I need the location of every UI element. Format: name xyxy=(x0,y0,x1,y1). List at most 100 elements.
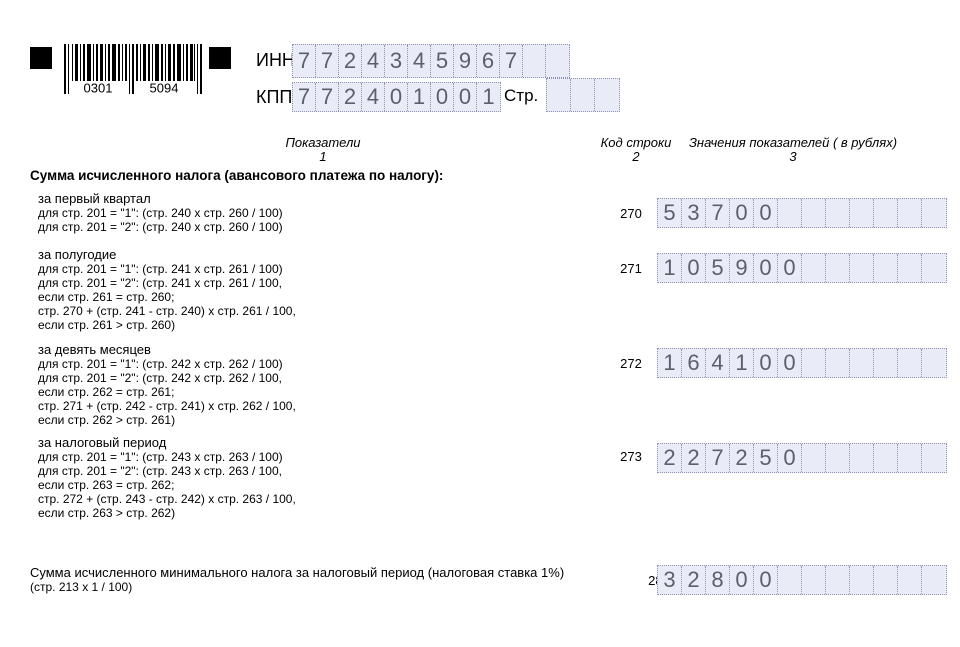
tax-row-taxperiod: за налоговый период для стр. 201 = "1": … xyxy=(38,435,296,521)
field-cell xyxy=(850,254,874,282)
field-cell: 6 xyxy=(477,45,500,77)
row-formula: для стр. 201 = "2": (стр. 242 х стр. 262… xyxy=(38,371,282,385)
field-cell: 7 xyxy=(706,444,730,472)
barcode-digits-right: 5094 xyxy=(150,81,179,95)
row-formula: если стр. 263 = стр. 262; xyxy=(38,478,175,492)
barcode-digits-left: 0301 xyxy=(84,81,113,95)
field-cell: 5 xyxy=(431,45,454,77)
field-cell xyxy=(826,444,850,472)
field-cell: 8 xyxy=(706,566,730,594)
row-formula: для стр. 201 = "1": (стр. 243 х стр. 263… xyxy=(38,450,283,464)
form-barcode: 0301 5094 xyxy=(64,44,202,99)
tax-row-q1: за первый квартал для стр. 201 = "1": (с… xyxy=(38,191,283,235)
field-cell xyxy=(802,444,826,472)
row-formula: стр. 271 + (стр. 242 - стр. 241) х стр. … xyxy=(38,399,296,413)
row-formula: если стр. 262 > стр. 261) xyxy=(38,413,176,427)
row-title: за полугодие xyxy=(38,247,117,262)
row-formula: если стр. 262 = стр. 261; xyxy=(38,385,175,399)
field-cell: 0 xyxy=(730,199,754,227)
row-formula: для стр. 201 = "2": (стр. 241 х стр. 261… xyxy=(38,276,282,290)
field-cell: 5 xyxy=(754,444,778,472)
field-cell: 3 xyxy=(385,45,408,77)
field-cell: 7 xyxy=(293,83,316,111)
field-cell: 5 xyxy=(706,254,730,282)
field-cell xyxy=(826,349,850,377)
field-cell: 4 xyxy=(408,45,431,77)
min-tax-row: Сумма исчисленного минимального налога з… xyxy=(30,565,565,595)
field-cell: 0 xyxy=(778,254,802,282)
page-number-label: Стр. xyxy=(504,86,539,105)
field-cell: 2 xyxy=(658,444,682,472)
field-cell xyxy=(922,444,946,472)
row-formula: для стр. 201 = "1": (стр. 240 х стр. 260… xyxy=(38,206,283,220)
field-cell: 2 xyxy=(730,444,754,472)
field-cell xyxy=(523,45,546,77)
column-header-line-code: Код строки xyxy=(600,135,672,150)
field-cell: 2 xyxy=(339,83,362,111)
field-cell xyxy=(826,199,850,227)
field-cell xyxy=(571,79,595,111)
row-formula: если стр. 261 = стр. 260; xyxy=(38,290,175,304)
line-code-271: 271 xyxy=(620,261,642,276)
field-cell xyxy=(922,349,946,377)
line-code-273: 273 xyxy=(620,449,642,464)
row-formula: если стр. 263 > стр. 262) xyxy=(38,506,176,520)
field-cell: 6 xyxy=(682,349,706,377)
field-cell xyxy=(874,444,898,472)
field-cell: 0 xyxy=(778,349,802,377)
row-title: Сумма исчисленного минимального налога з… xyxy=(30,565,565,580)
field-cell: 0 xyxy=(754,566,778,594)
field-cell: 4 xyxy=(706,349,730,377)
field-cell: 3 xyxy=(682,199,706,227)
field-cell: 1 xyxy=(658,349,682,377)
field-cell xyxy=(874,254,898,282)
row-title: за первый квартал xyxy=(38,191,151,206)
field-cell: 2 xyxy=(682,444,706,472)
tax-row-halfyear: за полугодие для стр. 201 = "1": (стр. 2… xyxy=(38,247,296,333)
row-formula: если стр. 261 > стр. 260) xyxy=(38,318,176,332)
field-cell: 2 xyxy=(682,566,706,594)
column-number-values: 3 xyxy=(789,149,797,164)
column-number-indicators: 1 xyxy=(319,149,327,164)
line-code-270: 270 xyxy=(620,206,642,221)
field-cell xyxy=(850,349,874,377)
field-cell xyxy=(802,349,826,377)
field-cell xyxy=(922,199,946,227)
field-cell: 9 xyxy=(454,45,477,77)
page-number-field[interactable] xyxy=(546,78,620,112)
field-cell xyxy=(547,79,571,111)
field-cell xyxy=(802,199,826,227)
column-header-indicators: Показатели xyxy=(285,135,361,150)
field-cell xyxy=(778,199,802,227)
field-cell: 0 xyxy=(431,83,454,111)
row-title: за девять месяцев xyxy=(38,342,151,357)
column-number-line-code: 2 xyxy=(632,149,640,164)
field-cell: 0 xyxy=(682,254,706,282)
field-cell xyxy=(850,566,874,594)
tax-row-ninemonths: за девять месяцев для стр. 201 = "1": (с… xyxy=(38,342,296,428)
field-cell: 0 xyxy=(730,566,754,594)
row-formula: (стр. 213 х 1 / 100) xyxy=(30,580,133,594)
field-cell: 3 xyxy=(658,566,682,594)
field-cell xyxy=(874,349,898,377)
row-title: за налоговый период xyxy=(38,435,167,450)
field-cell: 7 xyxy=(706,199,730,227)
inn-label: ИНН xyxy=(256,50,295,70)
field-cell xyxy=(802,254,826,282)
field-cell xyxy=(922,254,946,282)
field-cell xyxy=(898,199,922,227)
field-cell: 0 xyxy=(454,83,477,111)
field-cell: 7 xyxy=(316,45,339,77)
field-cell: 7 xyxy=(316,83,339,111)
field-cell: 1 xyxy=(482,84,495,109)
field-cell: 5 xyxy=(658,199,682,227)
field-cell xyxy=(546,45,569,77)
section-title: Сумма исчисленного налога (авансового пл… xyxy=(30,168,444,183)
